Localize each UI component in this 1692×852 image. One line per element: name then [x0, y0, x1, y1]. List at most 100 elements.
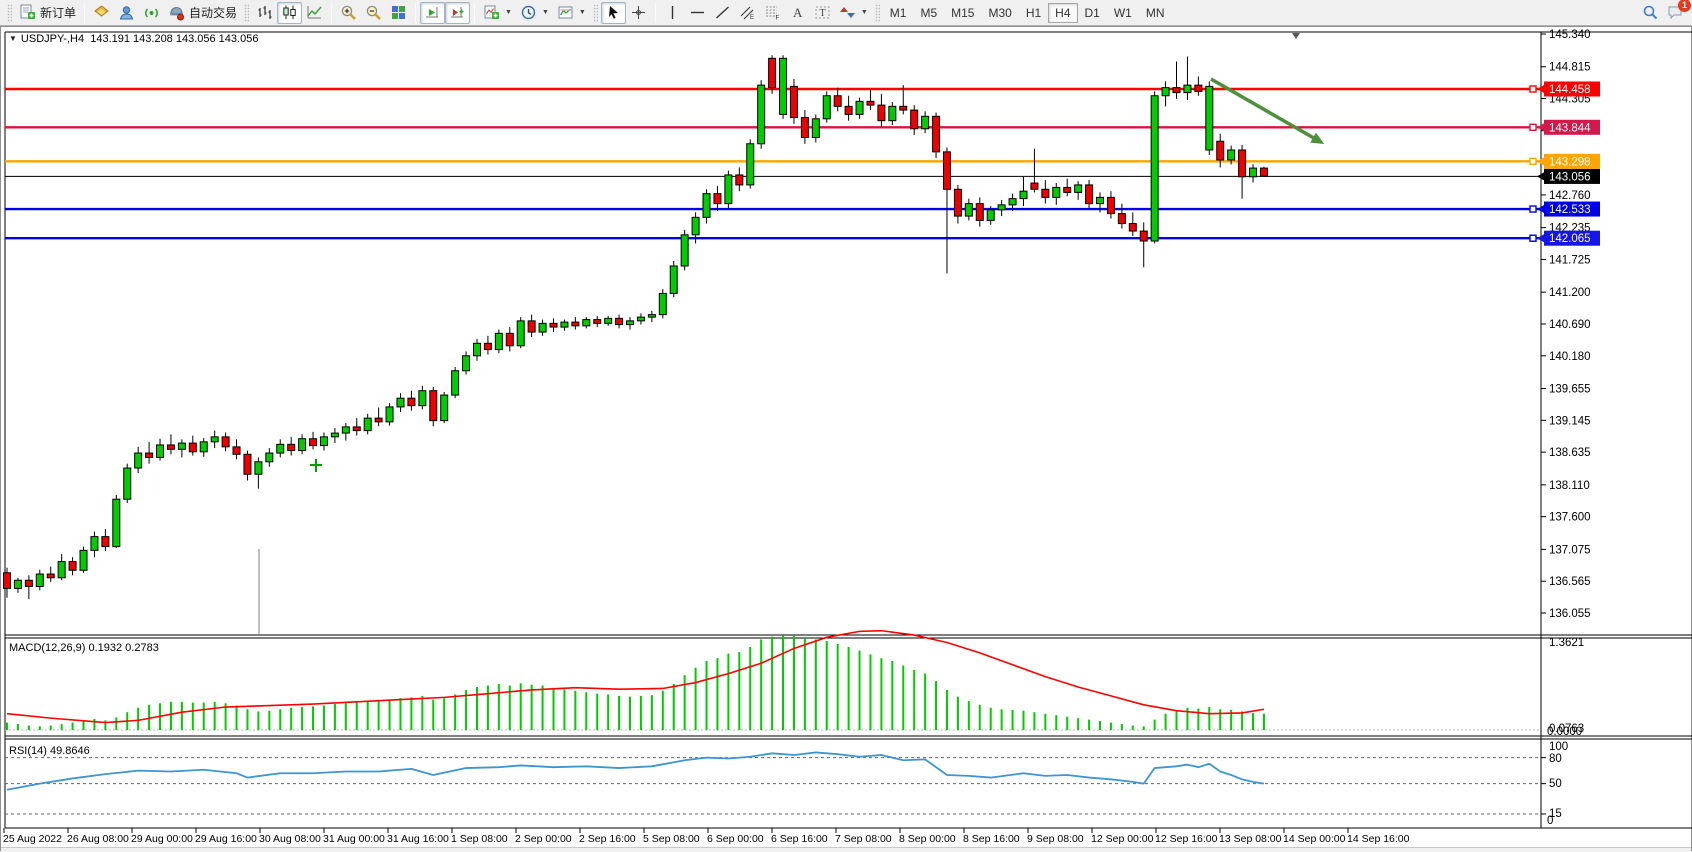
candle-body	[188, 442, 197, 453]
search-icon	[1642, 4, 1659, 21]
new-order-icon	[19, 4, 36, 21]
candle-body	[768, 57, 777, 89]
crosshair-button[interactable]	[626, 2, 651, 24]
price-tick-label: 136.565	[1549, 576, 1591, 588]
candle-body	[134, 452, 143, 469]
autoscroll-button[interactable]	[420, 1, 446, 24]
line-end-marker	[1529, 157, 1537, 166]
candle-body	[232, 446, 241, 455]
periods-button[interactable]: ▼	[516, 2, 553, 24]
timeframe-button-m5[interactable]: M5	[920, 5, 938, 20]
window-bottom-edge	[1, 847, 1691, 852]
line-chart-button[interactable]	[302, 2, 327, 24]
candle-body	[1259, 167, 1268, 177]
candle-body	[429, 390, 438, 422]
macd-scale-label: 0.0000	[1547, 726, 1582, 738]
search-button[interactable]	[1638, 2, 1663, 24]
candle-body	[953, 188, 962, 217]
chevron-down-icon[interactable]: ▼	[860, 9, 868, 16]
candle-body	[221, 436, 230, 448]
time-tick-label: 29 Aug 16:00	[195, 833, 257, 845]
fibo-button[interactable]: F	[760, 2, 785, 24]
candle-body	[57, 561, 66, 579]
candle-body	[145, 452, 154, 458]
chevron-down-icon[interactable]: ▼	[578, 9, 586, 16]
indicators-button[interactable]: ▼	[479, 2, 516, 24]
time-tick-label: 13 Sep 08:00	[1219, 833, 1282, 845]
toolbar-separator	[331, 2, 333, 23]
candle-body	[3, 572, 11, 589]
time-tick-label: 9 Sep 08:00	[1027, 833, 1084, 845]
text-button[interactable]: A	[785, 2, 810, 24]
candle-body	[615, 317, 624, 326]
candle-body	[374, 417, 383, 423]
candle-body	[396, 397, 405, 408]
tile-windows-button[interactable]	[386, 2, 411, 24]
community-icon	[118, 4, 135, 21]
market-button[interactable]	[89, 2, 114, 24]
shapes-button[interactable]: ▼	[835, 2, 872, 24]
trend-arrow-annotation[interactable]	[1210, 77, 1320, 143]
buy-marker-icon[interactable]	[310, 459, 322, 472]
macd-scale-label: 0.0763	[1549, 723, 1584, 735]
price-badge-pointer	[1537, 172, 1544, 181]
new-order-button[interactable]: 新订单	[15, 2, 80, 24]
hline-button[interactable]	[685, 2, 710, 24]
candle-body	[407, 397, 416, 407]
bars-chart-button[interactable]	[252, 2, 277, 24]
signals-button[interactable]	[139, 2, 164, 24]
candle-body	[1008, 198, 1017, 206]
chart-shift-button[interactable]	[445, 1, 471, 24]
candle-body	[341, 426, 350, 434]
time-tick-label: 29 Aug 00:00	[131, 833, 193, 845]
timeframe-button-w1[interactable]: W1	[1113, 5, 1132, 20]
notifications-button[interactable]: 1	[1663, 0, 1691, 24]
candle-body	[330, 432, 339, 438]
rsi-axis-label: 80	[1549, 753, 1562, 765]
vline-button[interactable]	[660, 2, 685, 24]
chart-shift-marker[interactable]	[1292, 33, 1300, 39]
timeframe-button-m15[interactable]: M15	[951, 5, 975, 20]
candle-body	[1205, 85, 1214, 151]
chevron-down-icon[interactable]: ▼	[505, 9, 512, 16]
community-button[interactable]	[114, 2, 139, 24]
hline-icon	[689, 4, 706, 21]
price-badge	[1544, 230, 1600, 246]
candles-chart-button[interactable]	[277, 1, 303, 24]
candle-body	[800, 117, 809, 139]
candle-body	[582, 319, 591, 327]
candle-body	[593, 319, 602, 324]
candle-body	[254, 461, 263, 475]
timeframe-button-d1[interactable]: D1	[1084, 5, 1100, 20]
timeframe-button-h1[interactable]: H1	[1025, 5, 1042, 20]
candle-body	[1150, 95, 1159, 242]
zoom-in-icon	[340, 4, 357, 21]
cursor-button[interactable]	[600, 1, 626, 24]
label-button[interactable]: T	[810, 2, 835, 24]
candle-body	[298, 438, 307, 452]
toolbar-separator	[84, 2, 86, 23]
templates-button[interactable]: ▼	[553, 2, 590, 24]
candle-body	[287, 443, 296, 452]
candle-body	[265, 452, 274, 463]
tile-icon	[390, 4, 407, 21]
timeframe-button-m1[interactable]: M1	[889, 5, 907, 20]
chevron-down-icon[interactable]: ▼	[541, 9, 549, 16]
timeframe-button-m30[interactable]: M30	[988, 5, 1012, 20]
zoom-in-button[interactable]	[336, 2, 361, 24]
candle-body	[899, 105, 908, 111]
channel-button[interactable]: E	[735, 2, 760, 24]
candle-body	[1216, 140, 1225, 161]
autotrading-button[interactable]: 自动交易	[164, 2, 241, 24]
chart-canvas[interactable]: 145.340144.815144.305143.790142.760142.2…	[1, 27, 1692, 852]
candle-body	[986, 209, 995, 221]
price-tick-label: 137.075	[1549, 544, 1591, 556]
trendline-button[interactable]	[710, 2, 735, 24]
zoom-out-button[interactable]	[361, 2, 386, 24]
candle-body	[319, 436, 328, 447]
timeframe-button-h4[interactable]: H4	[1048, 2, 1078, 23]
candle-body	[1227, 149, 1236, 161]
timeframe-button-mn[interactable]: MN	[1145, 5, 1165, 20]
price-tick-label: 139.145	[1549, 415, 1591, 427]
price-badge	[1544, 168, 1600, 184]
